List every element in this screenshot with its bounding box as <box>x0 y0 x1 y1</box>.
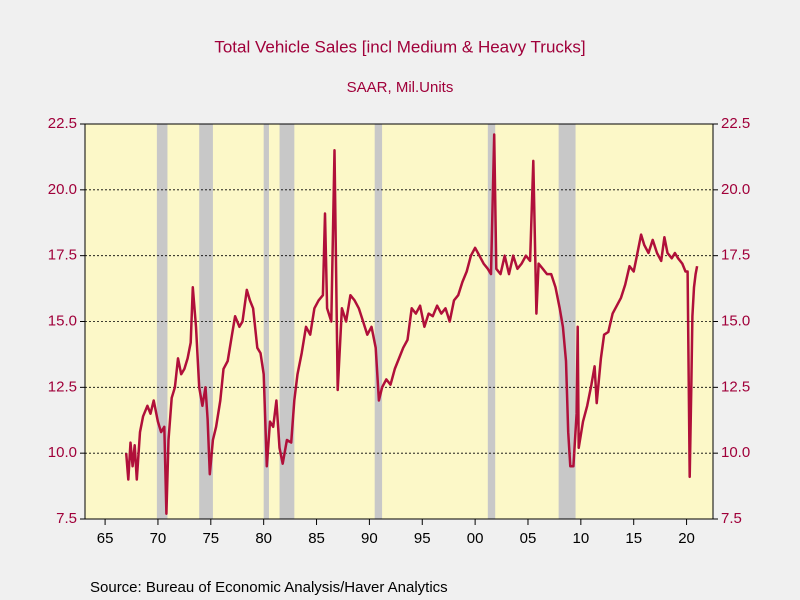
y2-tick-label: 22.5 <box>721 115 750 132</box>
x-tick-label: 10 <box>573 530 590 547</box>
y-tick-label: 17.5 <box>48 247 77 264</box>
x-tick-label: 05 <box>520 530 537 547</box>
plot-frame <box>84 123 714 520</box>
x-tick-label: 00 <box>467 530 484 547</box>
series-line <box>124 133 699 515</box>
recession-band <box>558 124 576 519</box>
x-tick-label: 70 <box>150 530 167 547</box>
y2-tick-label: 15.0 <box>721 312 750 329</box>
chart-title: Total Vehicle Sales [incl Medium & Heavy… <box>214 37 585 56</box>
x-tick-label: 75 <box>202 530 219 547</box>
x-tick-label: 65 <box>97 530 114 547</box>
x-tick-label: 90 <box>361 530 378 547</box>
y2-tick-label: 10.0 <box>721 444 750 461</box>
y-tick-label: 12.5 <box>48 378 77 395</box>
chart-subtitle: SAAR, Mil.Units <box>347 79 454 96</box>
source-note: Source: Bureau of Economic Analysis/Have… <box>90 579 448 596</box>
y-tick-label: 20.0 <box>48 181 77 198</box>
y-tick-label: 7.5 <box>56 510 77 527</box>
y-tick-label: 10.0 <box>48 444 77 461</box>
x-tick-label: 95 <box>414 530 431 547</box>
y2-tick-label: 12.5 <box>721 378 750 395</box>
x-tick-label: 20 <box>678 530 695 547</box>
y-tick-label: 22.5 <box>48 115 77 132</box>
x-tick-label: 15 <box>625 530 642 547</box>
y-tick-label: 15.0 <box>48 312 77 329</box>
x-tick-label: 80 <box>255 530 272 547</box>
x-tick-label: 85 <box>308 530 325 547</box>
y2-tick-label: 20.0 <box>721 181 750 198</box>
recession-band <box>487 124 496 519</box>
y2-tick-label: 7.5 <box>721 510 742 527</box>
y2-tick-label: 17.5 <box>721 247 750 264</box>
